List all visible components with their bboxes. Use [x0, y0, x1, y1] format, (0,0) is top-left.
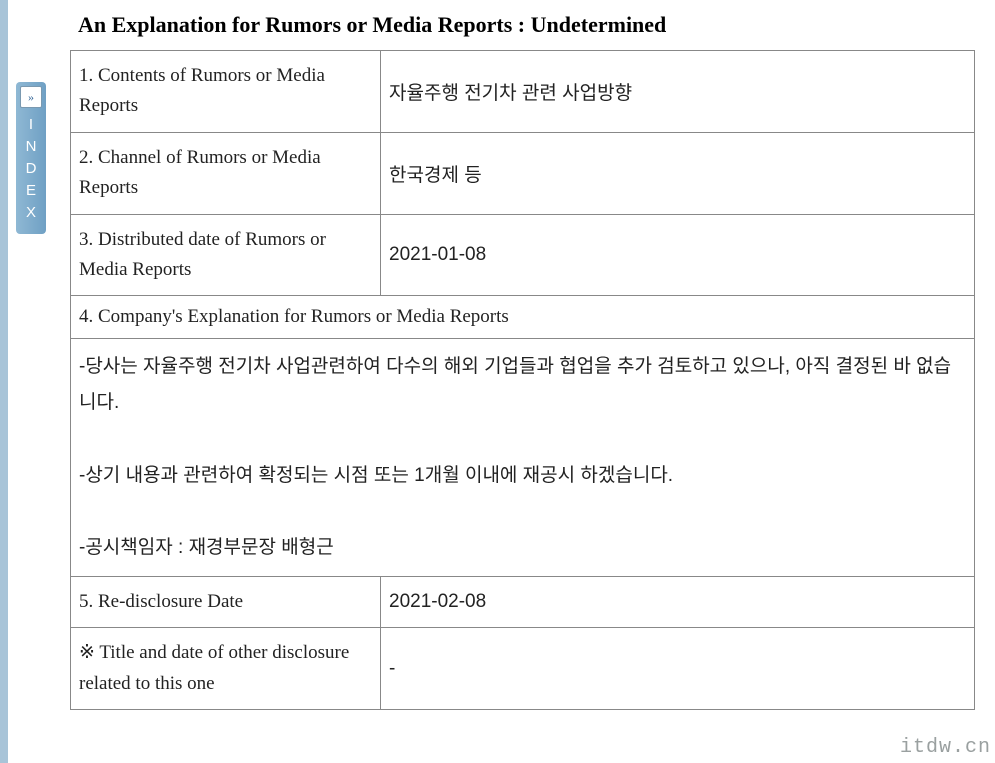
index-letter: E [16, 180, 46, 202]
row3-value: 2021-01-08 [381, 214, 975, 296]
note-value: - [381, 628, 975, 710]
row1-label: 1. Contents of Rumors or Media Reports [71, 51, 381, 133]
table-row: 3. Distributed date of Rumors or Media R… [71, 214, 975, 296]
table-row: 2. Channel of Rumors or Media Reports 한국… [71, 132, 975, 214]
disclosure-table: 1. Contents of Rumors or Media Reports 자… [70, 50, 975, 710]
chevron-right-icon: » [28, 90, 34, 105]
table-row: 1. Contents of Rumors or Media Reports 자… [71, 51, 975, 133]
note-label: ※ Title and date of other disclosure rel… [71, 628, 381, 710]
watermark: itdw.cn [900, 736, 991, 759]
index-tab: » I N D E X [16, 82, 46, 234]
table-row: 4. Company's Explanation for Rumors or M… [71, 296, 975, 339]
row3-label: 3. Distributed date of Rumors or Media R… [71, 214, 381, 296]
expand-index-button[interactable]: » [20, 86, 42, 108]
content-area: An Explanation for Rumors or Media Repor… [70, 12, 980, 710]
index-letter: X [16, 202, 46, 224]
side-strip [0, 0, 8, 763]
table-row: -당사는 자율주행 전기차 사업관련하여 다수의 해외 기업들과 협업을 추가 … [71, 339, 975, 577]
page-title: An Explanation for Rumors or Media Repor… [78, 12, 980, 38]
index-letter: N [16, 136, 46, 158]
row2-value: 한국경제 등 [381, 132, 975, 214]
row5-label: 5. Re-disclosure Date [71, 576, 381, 627]
row5-value: 2021-02-08 [381, 576, 975, 627]
row1-value: 자율주행 전기차 관련 사업방향 [381, 51, 975, 133]
table-row: ※ Title and date of other disclosure rel… [71, 628, 975, 710]
section4-body: -당사는 자율주행 전기차 사업관련하여 다수의 해외 기업들과 협업을 추가 … [71, 339, 975, 577]
table-row: 5. Re-disclosure Date 2021-02-08 [71, 576, 975, 627]
index-letter: D [16, 158, 46, 180]
row2-label: 2. Channel of Rumors or Media Reports [71, 132, 381, 214]
section4-header: 4. Company's Explanation for Rumors or M… [71, 296, 975, 339]
index-letter: I [16, 114, 46, 136]
